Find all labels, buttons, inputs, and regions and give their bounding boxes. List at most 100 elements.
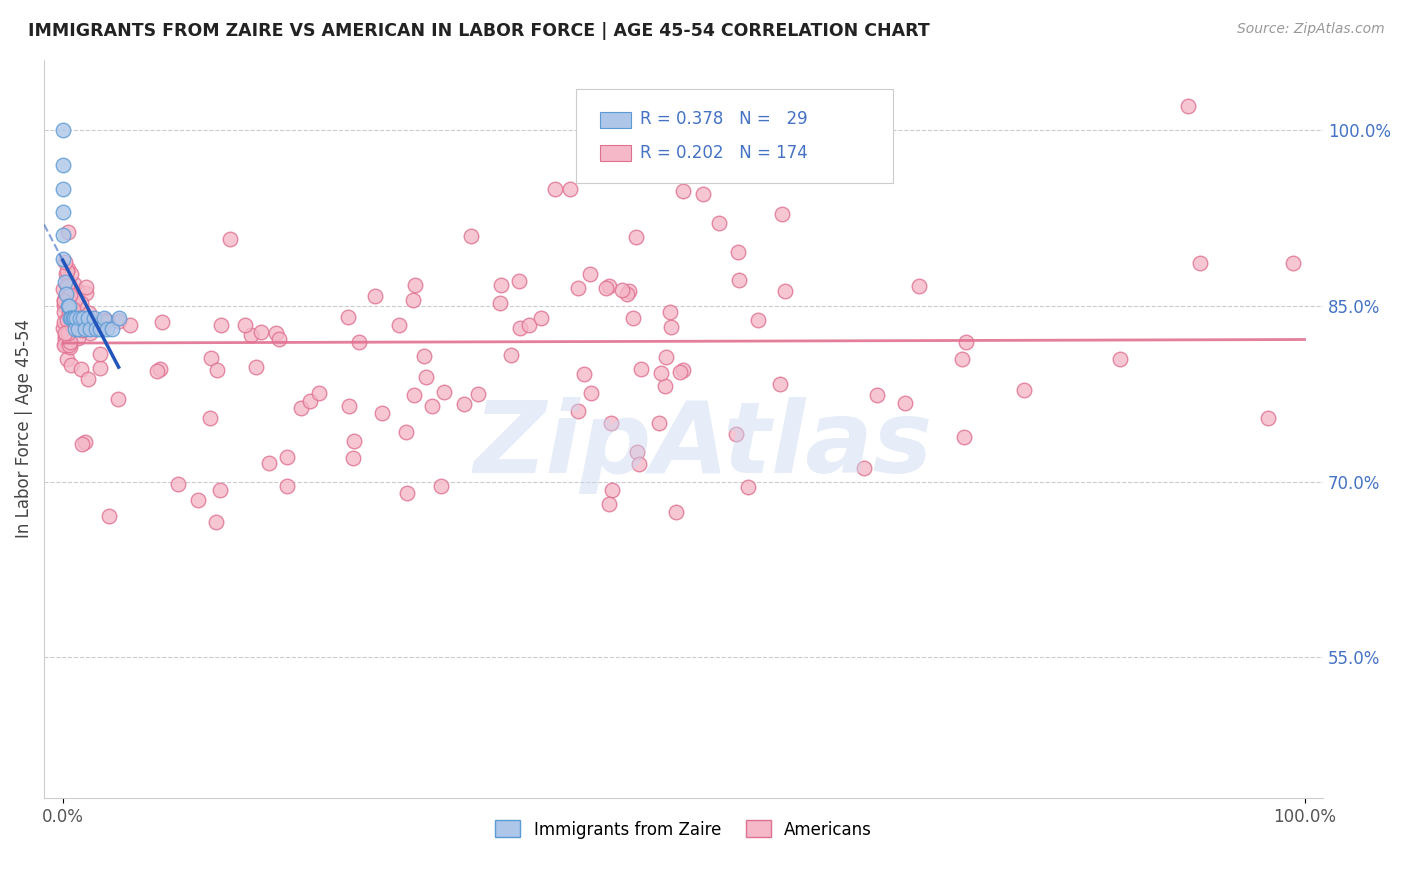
Point <box>725 426 748 441</box>
Point <box>707 216 730 230</box>
Point <box>60 313 83 327</box>
Point <box>467 387 489 401</box>
Point <box>952 430 974 444</box>
Point <box>93 313 115 327</box>
Point <box>404 387 426 401</box>
Point <box>145 364 167 378</box>
Point <box>747 313 769 327</box>
Point <box>347 334 370 349</box>
Point <box>865 388 887 402</box>
Point <box>598 497 620 511</box>
Point <box>52 205 75 219</box>
Point <box>72 313 94 327</box>
Point <box>53 276 76 290</box>
Point <box>59 317 82 331</box>
Point <box>200 351 222 365</box>
Point <box>79 322 101 336</box>
Point <box>59 310 82 325</box>
Point <box>737 133 759 147</box>
Point <box>62 310 84 325</box>
Point <box>56 351 79 366</box>
Point <box>598 278 620 293</box>
Point <box>76 372 98 386</box>
Point <box>70 437 93 451</box>
Point <box>240 328 263 343</box>
Point <box>336 310 359 324</box>
Point <box>950 352 973 367</box>
Point <box>671 363 693 377</box>
Point <box>58 306 80 320</box>
Point <box>58 299 80 313</box>
Point <box>66 322 89 336</box>
Point <box>619 284 641 298</box>
Point <box>955 334 977 349</box>
Point <box>388 318 411 332</box>
Point <box>56 225 79 239</box>
Point <box>72 310 94 325</box>
Point <box>276 450 298 464</box>
Point <box>52 252 75 266</box>
Point <box>1188 256 1211 270</box>
Point <box>67 285 90 299</box>
Point <box>1282 256 1305 270</box>
Point <box>599 416 621 430</box>
Point <box>93 310 115 325</box>
Point <box>579 386 602 401</box>
Point <box>665 505 688 519</box>
Point <box>75 322 97 336</box>
Point <box>53 336 76 351</box>
Point <box>852 461 875 475</box>
Point <box>53 326 76 340</box>
Point <box>70 361 93 376</box>
Point <box>52 293 75 307</box>
Point <box>58 337 80 351</box>
Point <box>79 318 101 333</box>
Point <box>75 434 97 449</box>
Text: R = 0.202   N = 174: R = 0.202 N = 174 <box>640 144 807 161</box>
Point <box>342 451 364 466</box>
Point <box>728 273 751 287</box>
Point <box>509 321 531 335</box>
Point <box>626 444 648 458</box>
Point <box>52 320 75 334</box>
Point <box>415 370 437 384</box>
Point <box>205 515 228 529</box>
Point <box>770 206 793 220</box>
Point <box>908 278 931 293</box>
Point <box>659 320 682 334</box>
Point <box>187 493 209 508</box>
Point <box>666 117 689 131</box>
Text: R = 0.378   N =   29: R = 0.378 N = 29 <box>640 110 807 128</box>
Point <box>659 305 682 319</box>
Point <box>669 365 692 379</box>
Point <box>75 286 97 301</box>
Point <box>84 322 107 336</box>
Point <box>205 363 228 377</box>
Point <box>52 283 75 297</box>
Point <box>52 305 75 319</box>
Point <box>343 434 366 448</box>
Point <box>308 386 330 401</box>
Point <box>107 392 129 406</box>
Point <box>59 334 82 349</box>
Point <box>120 318 142 332</box>
Point <box>60 305 83 319</box>
Point <box>672 184 695 198</box>
Point <box>1109 351 1132 366</box>
Point <box>58 326 80 340</box>
Point <box>167 477 190 491</box>
Point <box>107 310 129 325</box>
Point <box>56 276 79 290</box>
Text: ZipAtlas: ZipAtlas <box>474 398 932 494</box>
Point <box>56 279 79 293</box>
Point <box>58 292 80 306</box>
Point <box>108 314 131 328</box>
Point <box>602 483 624 497</box>
Point <box>616 286 638 301</box>
Point <box>53 329 76 343</box>
Point <box>52 314 75 328</box>
Point <box>627 457 650 471</box>
Point <box>610 283 633 297</box>
Point <box>56 313 79 327</box>
Point <box>84 317 107 331</box>
